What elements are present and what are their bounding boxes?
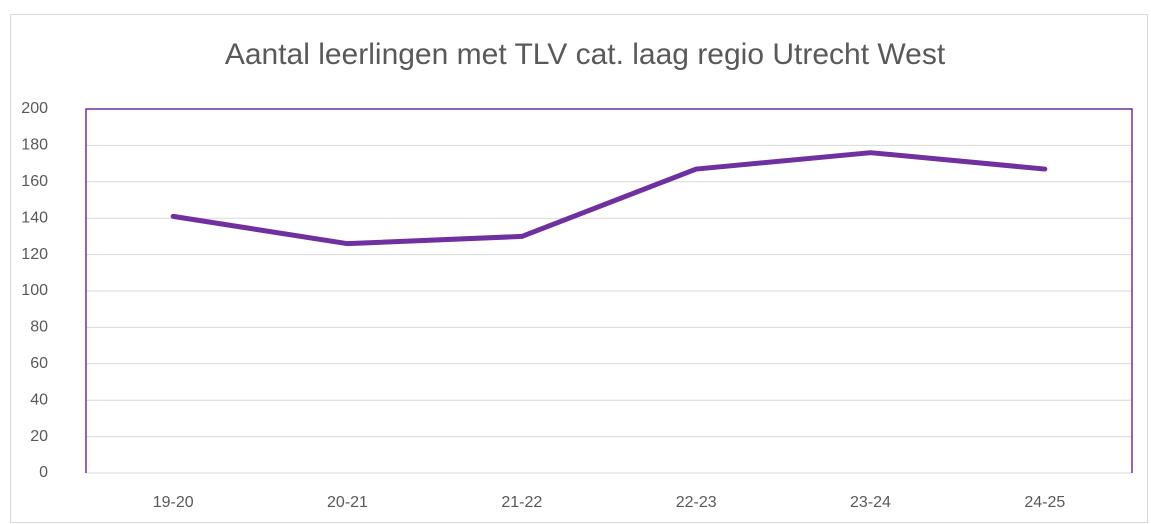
y-tick-label: 40 (30, 391, 48, 408)
y-tick-label: 20 (30, 428, 48, 445)
plot-border (85, 108, 1133, 473)
y-tick-label: 180 (21, 137, 48, 154)
x-tick-label: 24-25 (1024, 494, 1065, 511)
x-tick-label: 22-23 (676, 494, 717, 511)
y-tick-label: 80 (30, 319, 48, 336)
x-tick-label: 23-24 (850, 494, 891, 511)
y-tick-label: 60 (30, 355, 48, 372)
x-tick-label: 20-21 (327, 494, 368, 511)
y-tick-label: 100 (21, 282, 48, 299)
x-tick-label: 19-20 (153, 494, 194, 511)
y-tick-label: 200 (21, 100, 48, 117)
y-tick-label: 120 (21, 246, 48, 263)
line-series (170, 150, 1048, 247)
y-tick-label: 140 (21, 209, 48, 226)
y-tick-label: 0 (39, 464, 48, 481)
chart-frame (10, 14, 1148, 523)
y-tick-label: 160 (21, 173, 48, 190)
chart-title: Aantal leerlingen met TLV cat. laag regi… (225, 38, 946, 71)
x-tick-label: 21-22 (501, 494, 542, 511)
